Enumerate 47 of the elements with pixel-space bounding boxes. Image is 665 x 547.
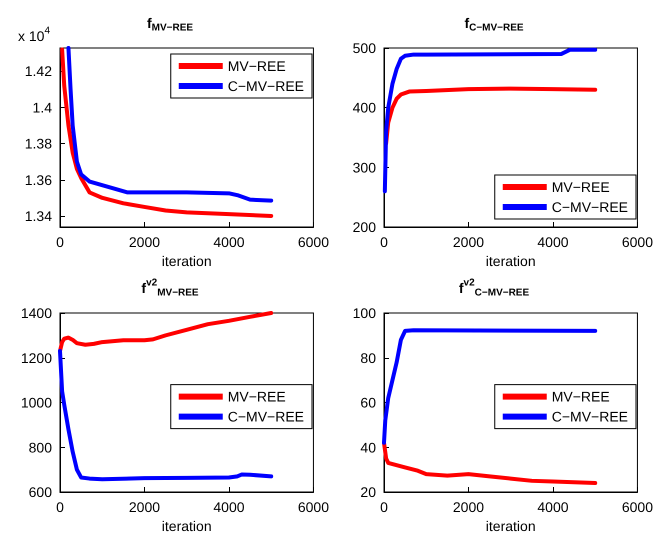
y-tick-label: 300 [352, 159, 376, 176]
x-tick-label: 4000 [537, 499, 569, 515]
legend-label: C−MV−REE [552, 199, 628, 215]
y-tick-label: 60 [360, 394, 376, 410]
legend-label: MV−REE [552, 179, 610, 195]
y-tick-label: 1.34 [24, 208, 52, 224]
legend-label: C−MV−REE [228, 78, 304, 94]
legend-label: C−MV−REE [228, 408, 304, 425]
x-tick-label: 6000 [298, 499, 330, 515]
x-tick-label: 0 [380, 499, 388, 515]
y-tick-label: 100 [352, 305, 376, 321]
y-tick-label: 40 [360, 439, 376, 456]
x-tick-label: 2000 [128, 499, 160, 515]
x-tick-label: 2000 [452, 234, 484, 250]
x-tick-label: 6000 [622, 499, 654, 515]
y-tick-label: 1.4 [32, 99, 52, 116]
y-tick-label: 80 [360, 350, 376, 366]
y-tick-label: 1000 [20, 394, 52, 410]
x-tick-label: 6000 [298, 234, 330, 250]
y-tick-label: 1.38 [24, 136, 52, 152]
x-tick-label: 4000 [213, 499, 245, 515]
y-tick-label: 800 [28, 439, 52, 456]
x-tick-label: 6000 [622, 234, 654, 250]
x-tick-label: 2000 [452, 499, 484, 515]
y-tick-label: 600 [28, 484, 52, 500]
x-tick-label: 4000 [213, 234, 245, 250]
x-axis-title: iteration [486, 518, 536, 534]
x-tick-label: 0 [380, 234, 388, 250]
legend-label: MV−REE [552, 388, 610, 405]
legend-label: MV−REE [228, 58, 286, 74]
y-tick-label: 200 [352, 219, 376, 235]
y-tick-label: 400 [352, 100, 376, 116]
x-axis-title: iteration [486, 252, 536, 269]
x-tick-label: 0 [56, 499, 64, 515]
x-axis-title: iteration [162, 252, 212, 269]
y-tick-label: 500 [352, 40, 376, 56]
x-tick-label: 4000 [537, 234, 569, 250]
y-tick-label: 1.42 [24, 63, 52, 80]
legend-label: C−MV−REE [552, 408, 628, 425]
y-tick-label: 20 [360, 484, 376, 500]
x-tick-label: 2000 [128, 234, 160, 250]
x-axis-title: iteration [162, 518, 212, 534]
y-tick-label: 1200 [20, 350, 52, 366]
x-tick-label: 0 [56, 234, 64, 250]
y-tick-label: 1400 [20, 305, 52, 321]
legend-label: MV−REE [228, 388, 286, 405]
y-tick-label: 1.36 [24, 172, 52, 188]
